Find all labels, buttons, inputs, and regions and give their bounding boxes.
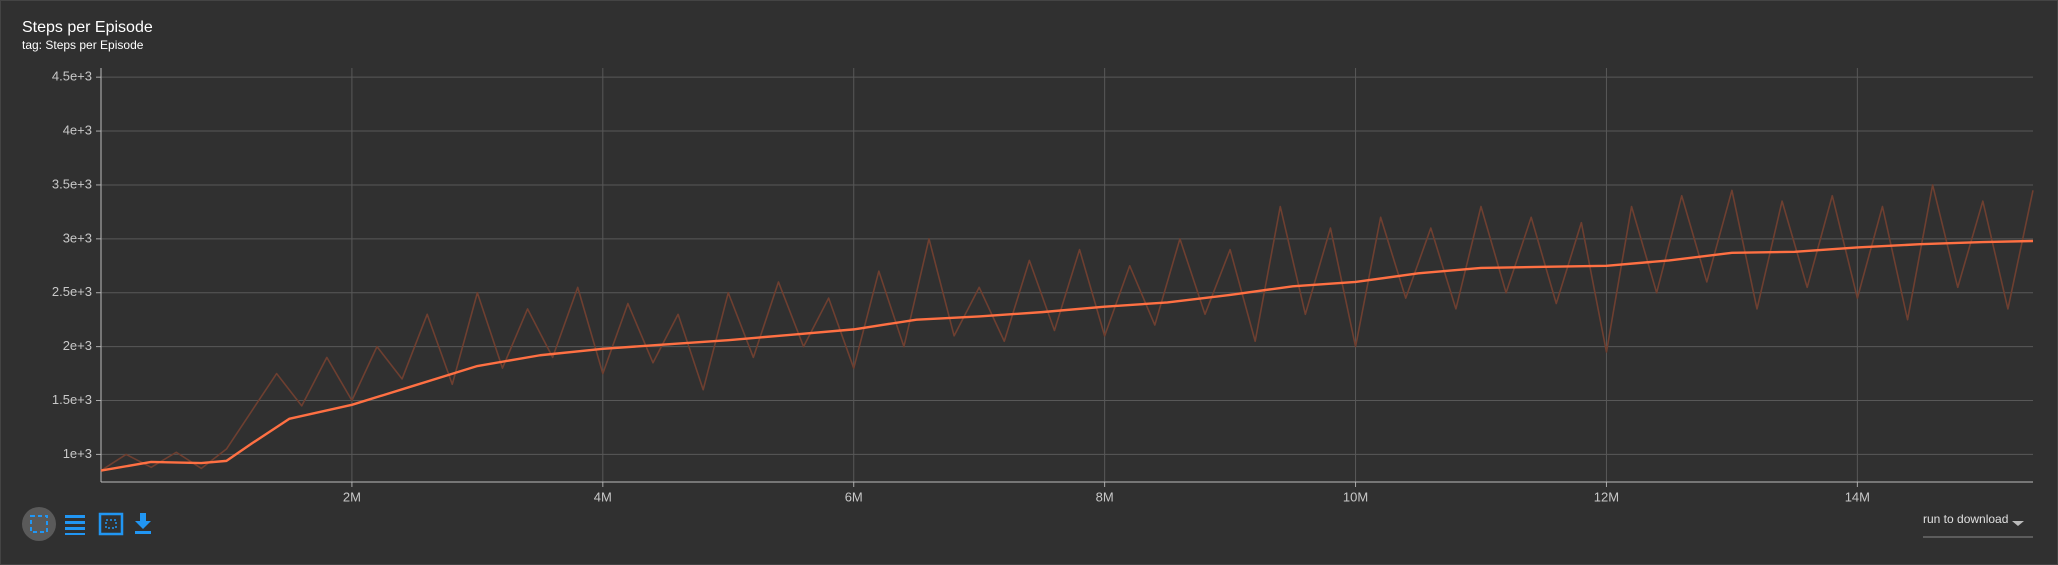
y-tick-label: 4.5e+3	[52, 69, 92, 84]
icon-bar	[65, 533, 85, 535]
x-tick-label: 12M	[1594, 489, 1619, 504]
icon-frame	[98, 512, 124, 536]
x-tick-label: 2M	[343, 489, 361, 504]
y-tick-label: 3e+3	[63, 230, 92, 245]
x-tick-label: 10M	[1343, 489, 1368, 504]
y-tick-label: 1.5e+3	[52, 392, 92, 407]
icon-bar	[65, 527, 85, 530]
expand-button[interactable]	[98, 512, 124, 536]
icon-inner	[105, 519, 117, 529]
download-button[interactable]	[135, 513, 151, 534]
y-tick-label: 1e+3	[63, 446, 92, 461]
y-tick-label: 4e+3	[63, 122, 92, 137]
raw-line	[100, 184, 2034, 472]
download-select-label: run to download	[1923, 512, 2008, 526]
x-tick-label: 14M	[1845, 489, 1870, 504]
x-tick-label: 6M	[845, 489, 863, 504]
x-tick-label: 8M	[1096, 489, 1114, 504]
y-tick-label: 2.5e+3	[52, 284, 92, 299]
toolbar	[22, 507, 151, 541]
fit-domain-icon	[30, 515, 48, 533]
toggle-log-button[interactable]	[65, 515, 85, 535]
dropdown-arrow	[2012, 521, 2024, 526]
icon-arrow	[135, 513, 151, 529]
chart-title: Steps per Episode	[22, 19, 153, 36]
download-select[interactable]: run to download	[1923, 512, 2033, 538]
icon-bar	[65, 521, 85, 524]
x-tick-label: 4M	[594, 489, 612, 504]
y-tick-label: 2e+3	[63, 338, 92, 353]
chart-subtitle: tag: Steps per Episode	[22, 38, 144, 52]
smoothed-line	[100, 239, 2034, 472]
icon-bar	[65, 515, 85, 518]
fit-domain-button[interactable]	[22, 507, 56, 541]
y-tick-label: 3.5e+3	[52, 176, 92, 191]
plot-area: 1e+3 1.5e+3 2e+3 2.5e+3 3e+3 3.5e+3 4e+3 4.5e+3…	[52, 68, 2034, 504]
icon-base	[135, 531, 151, 534]
